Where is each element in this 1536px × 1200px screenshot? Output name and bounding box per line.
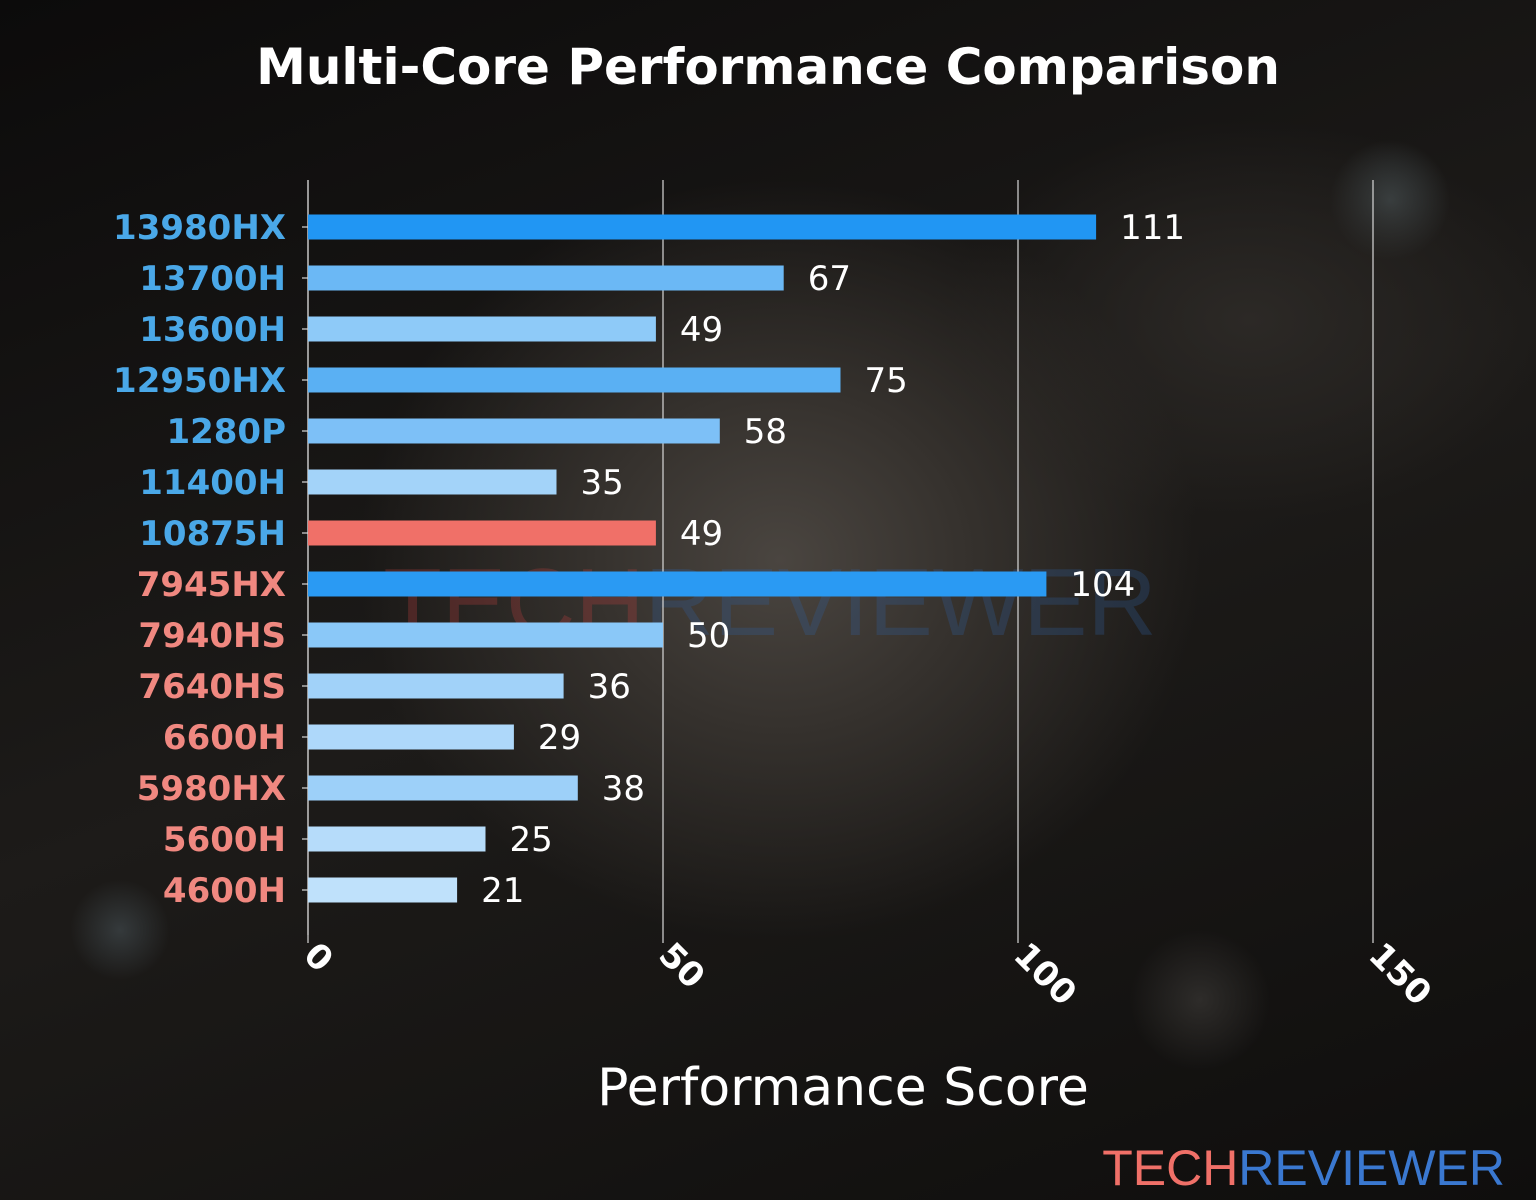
bar-5980HX — [308, 775, 578, 801]
data-label: 104 — [1070, 565, 1135, 605]
data-label: 35 — [581, 463, 624, 503]
techreviewer-logo: TECHREVIEWER — [1102, 1140, 1505, 1196]
data-label: 50 — [687, 616, 730, 656]
x-tick-label: 0 — [296, 935, 341, 980]
y-tick-label: 7640HS — [138, 667, 286, 707]
y-tick-label: 11400H — [139, 463, 286, 503]
chart-title: Multi-Core Performance Comparison — [256, 38, 1280, 96]
y-tick-label: 7940HS — [138, 616, 286, 656]
bar-4600H — [308, 877, 458, 903]
y-tick-label: 13700H — [139, 259, 286, 299]
y-tick-label: 12950HX — [113, 361, 286, 401]
y-tick-label: 1280P — [166, 412, 286, 452]
bar-13600H — [308, 316, 656, 342]
bar-13980HX — [308, 214, 1097, 240]
x-tick-label: 50 — [651, 935, 713, 997]
data-label: 49 — [680, 310, 723, 350]
bar-13700H — [308, 265, 784, 291]
bar-6600H — [308, 724, 514, 750]
y-tick-label: 13600H — [139, 310, 286, 350]
y-tick-label: 4600H — [163, 871, 286, 911]
data-label: 49 — [680, 514, 723, 554]
bar-7940HS — [308, 622, 663, 648]
data-label: 111 — [1120, 208, 1185, 248]
data-label: 29 — [538, 718, 581, 758]
data-label: 36 — [588, 667, 631, 707]
y-tick-label: 5600H — [163, 820, 286, 860]
bar-7640HS — [308, 673, 564, 699]
y-tick-label: 6600H — [163, 718, 286, 758]
bar-7945HX — [308, 571, 1047, 597]
data-label: 75 — [865, 361, 908, 401]
data-label: 25 — [510, 820, 553, 860]
data-label: 58 — [744, 412, 787, 452]
x-tick-label: 100 — [1006, 935, 1084, 1013]
y-tick-label: 5980HX — [137, 769, 286, 809]
data-label: 38 — [602, 769, 645, 809]
bar-5600H — [308, 826, 486, 852]
data-label: 67 — [808, 259, 851, 299]
x-axis-label: Performance Score — [597, 1058, 1089, 1118]
y-tick-label: 7945HX — [137, 565, 286, 605]
center-watermark: TECHREVIEWER — [383, 549, 1156, 656]
bar-12950HX — [308, 367, 841, 393]
bar-10875H — [308, 520, 656, 546]
y-tick-label: 13980HX — [113, 208, 286, 248]
y-tick-label: 10875H — [139, 514, 286, 554]
x-tick-label: 150 — [1361, 935, 1439, 1013]
bar-11400H — [308, 469, 557, 495]
bar-1280P — [308, 418, 720, 444]
data-label: 21 — [481, 871, 524, 911]
